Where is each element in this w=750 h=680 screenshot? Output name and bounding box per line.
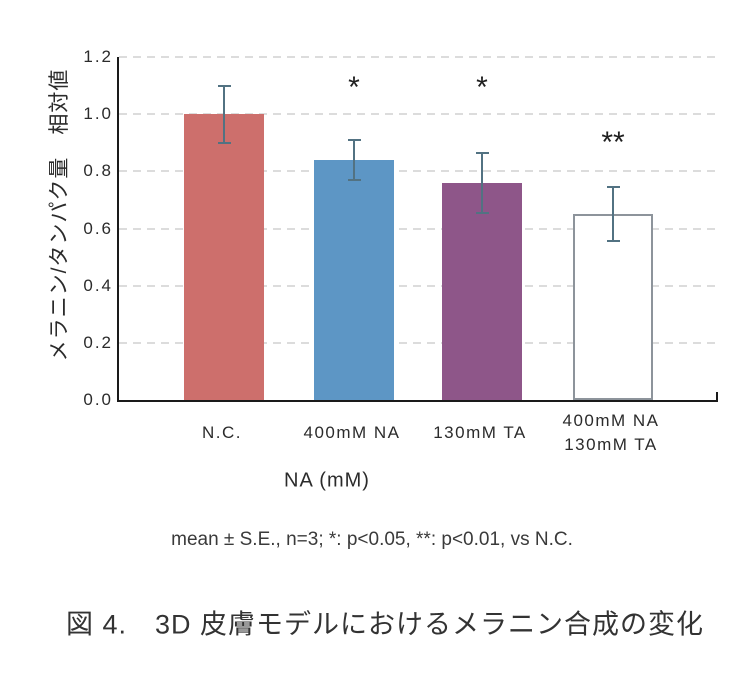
x-category-label: N.C.: [202, 421, 242, 445]
gridline-y-1.0: [119, 113, 718, 116]
gridline-y-0.6: [119, 227, 718, 230]
bar-1: [184, 114, 264, 400]
x-category-label-line: 400mM NA: [562, 411, 660, 430]
figure-caption: 図 4. 3D 皮膚モデルにおけるメラニン合成の変化: [65, 609, 705, 640]
x-category-label-line: 130mM TA: [433, 423, 527, 442]
gridline-y-0.8: [119, 170, 718, 173]
error-bar-cap-top: [475, 151, 489, 154]
x-category-label: 400mM NA 130mM TA: [562, 409, 659, 457]
gridline-y-1.2: [119, 56, 718, 58]
bar-3: [442, 182, 522, 400]
error-bar-stem: [481, 152, 483, 213]
x-category-label: 400mM NA: [303, 421, 400, 445]
x-axis-end-tick: [716, 392, 718, 400]
significance-annotation: **: [601, 126, 625, 159]
significance-annotation: *: [348, 71, 360, 104]
y-tick-label: 0.6: [83, 218, 113, 238]
error-bar-cap-bottom: [217, 141, 231, 144]
x-axis-label: NA (mM): [284, 469, 370, 492]
y-tick-label: 0.4: [83, 275, 113, 295]
x-category-label-line: N.C.: [202, 423, 242, 442]
x-category-label-line: 400mM NA: [303, 423, 401, 442]
error-bar-stem: [223, 85, 225, 143]
stats-footnote: mean ± S.E., n=3; *: p<0.05, **: p<0.01,…: [171, 529, 573, 550]
error-bar-cap-top: [606, 186, 620, 189]
error-bar-stem: [612, 187, 614, 242]
error-bar-cap-top: [217, 84, 231, 87]
y-tick-label: 1.2: [83, 47, 113, 66]
x-category-label: 130mM TA: [433, 421, 527, 445]
plot-area: * * **: [117, 56, 718, 402]
error-bar-cap-top: [347, 138, 361, 141]
x-category-label-line: 130mM TA: [564, 435, 658, 454]
gridline-y-0.2: [119, 341, 718, 344]
error-bar-cap-bottom: [475, 211, 489, 214]
error-bar-cap-bottom: [347, 178, 361, 181]
bar-2: [314, 159, 394, 400]
error-bar-stem: [353, 139, 355, 180]
bar-4: [573, 214, 653, 400]
gridline-y-0.4: [119, 284, 718, 287]
y-tick-label: 0.2: [83, 332, 113, 352]
y-tick-label: 0.8: [83, 161, 113, 181]
y-tick-label: 0.0: [83, 390, 113, 409]
error-bar-cap-bottom: [606, 240, 620, 243]
y-tick-label: 1.0: [83, 104, 113, 124]
significance-annotation: *: [476, 71, 488, 104]
